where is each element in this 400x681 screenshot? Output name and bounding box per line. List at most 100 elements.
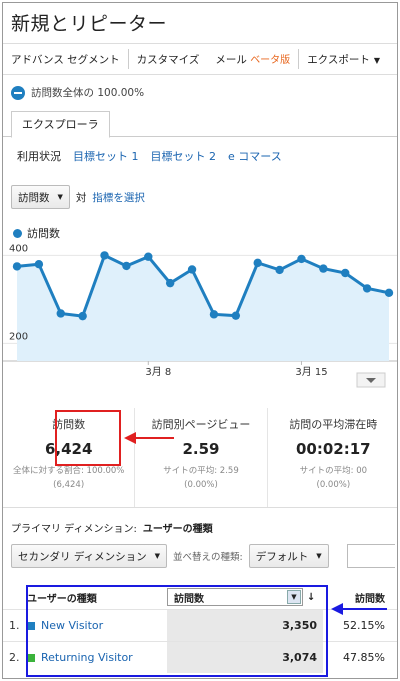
metric-column-select-value: 訪問数 xyxy=(174,593,204,605)
scorecard-value: 00:02:17 xyxy=(296,440,371,458)
scorecard-sub: サイトの平均: 2.59 xyxy=(163,466,239,476)
y-tick-label: 400 xyxy=(9,243,28,254)
series-color-icon xyxy=(27,621,35,630)
scorecard-visits[interactable]: 訪問数 6,424 全体に対する割合: 100.00% (6,424) xyxy=(3,408,136,507)
scorecard-label: 訪問別ページビュー xyxy=(151,418,251,431)
row-name-link[interactable]: New Visitor xyxy=(41,619,104,632)
tab-bar: エクスプローラ xyxy=(3,111,397,138)
blue-arrow-icon xyxy=(331,603,387,615)
chevron-down-icon: ▼ xyxy=(154,552,160,560)
data-point[interactable] xyxy=(253,258,262,268)
data-point[interactable] xyxy=(384,288,394,297)
email-label: メール xyxy=(215,54,247,66)
row-value: 3,350 xyxy=(167,610,323,641)
table-row: 2. Returning Visitor 3,074 47.85% xyxy=(3,641,397,673)
data-table: ユーザーの種類 訪問数 ▼ ↓ 訪問数 1. New Visitor 3,350… xyxy=(3,585,397,673)
beta-badge: ベータ版 xyxy=(250,55,291,66)
segment-label: 訪問数全体の 100.00% xyxy=(31,87,145,99)
data-point[interactable] xyxy=(144,252,153,261)
data-point[interactable] xyxy=(56,309,65,318)
row-name-cell: New Visitor xyxy=(27,619,167,632)
export-button[interactable]: エクスポート ▼ xyxy=(299,52,388,67)
row-name-cell: Returning Visitor xyxy=(27,651,167,664)
secondary-dimension-label: セカンダリ ディメンション xyxy=(18,550,147,563)
data-point[interactable] xyxy=(12,262,22,271)
metric-column-select[interactable]: 訪問数 ▼ xyxy=(167,588,303,606)
visits-chart[interactable]: 400 200 3月 8 3月 15 xyxy=(3,243,398,393)
scorecard-row: 訪問数 6,424 全体に対する割合: 100.00% (6,424) 訪問別ペ… xyxy=(3,408,397,508)
data-point[interactable] xyxy=(187,265,197,274)
series-color-icon xyxy=(27,653,35,662)
secondary-dimension-dropdown[interactable]: セカンダリ ディメンション ▼ xyxy=(11,544,167,568)
sort-type-dropdown[interactable]: デフォルト ▼ xyxy=(248,544,329,568)
primary-dimension-label: プライマリ ディメンション: xyxy=(11,524,137,535)
series-area xyxy=(17,255,389,361)
data-point[interactable] xyxy=(78,311,87,321)
data-point[interactable] xyxy=(100,251,109,260)
y-tick-label: 200 xyxy=(9,331,28,342)
table-header: ユーザーの種類 訪問数 ▼ ↓ 訪問数 xyxy=(3,585,397,609)
sort-type-label: 並べ替えの種類: xyxy=(173,552,243,563)
scorecard-pageviews-per-visit[interactable]: 訪問別ページビュー 2.59 サイトの平均: 2.59 (0.00%) xyxy=(135,408,268,507)
scorecard-sub2: (0.00%) xyxy=(316,480,351,490)
chevron-down-icon xyxy=(366,378,376,383)
customize-button[interactable]: カスタマイズ xyxy=(136,53,200,66)
page-title: 新規とリピーター xyxy=(11,13,168,35)
data-point[interactable] xyxy=(122,261,131,271)
data-point[interactable] xyxy=(362,284,372,293)
red-callout-box xyxy=(55,410,121,466)
select-metric-link[interactable]: 指標を選択 xyxy=(92,191,145,204)
row-percent: 52.15% xyxy=(343,619,385,632)
subtab-row: 利用状況 目標セット 1 目標セット 2 e コマース xyxy=(17,148,282,164)
advanced-segment-button[interactable]: アドバンス セグメント xyxy=(11,53,120,66)
table-search-input[interactable] xyxy=(347,544,395,568)
legend-label: 訪問数 xyxy=(27,227,60,240)
x-tick-label: 3月 8 xyxy=(145,366,171,378)
metric-selector-row: 訪問数 ▼ 対 指標を選択 xyxy=(11,185,145,209)
scorecard-sub: 全体に対する割合: 100.00% xyxy=(12,466,125,476)
data-point[interactable] xyxy=(231,311,241,320)
chevron-down-icon: ▼ xyxy=(316,552,322,560)
blue-callout-box xyxy=(26,585,328,677)
scorecard-label: 訪問の平均滞在時 xyxy=(289,418,378,431)
scorecard-value: 2.59 xyxy=(182,440,220,458)
report-toolbar: アドバンス セグメント カスタマイズ メール ベータ版 エクスポート ▼ xyxy=(3,43,397,75)
data-point[interactable] xyxy=(319,264,328,273)
metric-dropdown-value: 訪問数 xyxy=(18,191,50,204)
chart-legend: 訪問数 xyxy=(13,225,60,241)
tab-explorer[interactable]: エクスプローラ xyxy=(11,111,110,138)
row-name-link[interactable]: Returning Visitor xyxy=(41,651,133,664)
subtab-usage[interactable]: 利用状況 xyxy=(17,150,61,163)
subtab-ecommerce[interactable]: e コマース xyxy=(228,150,282,163)
scorecard-sub2: (6,424) xyxy=(53,480,85,490)
segment-pie-icon xyxy=(11,85,25,100)
segment-indicator: 訪問数全体の 100.00% xyxy=(11,85,144,100)
sort-down-arrow-icon[interactable]: ↓ xyxy=(307,591,316,603)
secondary-dimension-row: セカンダリ ディメンション ▼ 並べ替えの種類: デフォルト ▼ xyxy=(11,544,397,568)
metric-dropdown[interactable]: 訪問数 ▼ xyxy=(11,185,70,209)
data-point[interactable] xyxy=(209,310,219,319)
data-point[interactable] xyxy=(165,278,175,288)
sort-type-value: デフォルト xyxy=(255,550,309,563)
data-point[interactable] xyxy=(34,260,44,269)
row-number: 2. xyxy=(9,651,20,664)
chevron-down-icon: ▼ xyxy=(373,55,381,65)
data-point[interactable] xyxy=(275,265,284,275)
data-point[interactable] xyxy=(297,254,306,264)
export-label: エクスポート xyxy=(307,53,370,66)
data-point[interactable] xyxy=(341,268,350,278)
toolbar-divider xyxy=(127,49,129,69)
email-button[interactable]: メール ベータ版 xyxy=(207,51,298,67)
subtab-goal-set-1[interactable]: 目標セット 1 xyxy=(73,150,139,163)
legend-dot-icon xyxy=(13,228,22,238)
row-percent: 47.85% xyxy=(343,651,385,664)
table-row: 1. New Visitor 3,350 52.15% xyxy=(3,609,397,641)
red-arrow-icon xyxy=(124,432,174,444)
header-user-type[interactable]: ユーザーの種類 xyxy=(27,593,97,605)
subtab-goal-set-2[interactable]: 目標セット 2 xyxy=(150,150,217,163)
x-tick-label: 3月 15 xyxy=(295,366,327,378)
scorecard-avg-duration[interactable]: 訪問の平均滞在時 00:02:17 サイトの平均: 00 (0.00%) xyxy=(268,408,397,507)
row-number: 1. xyxy=(9,619,20,632)
header-visits[interactable]: 訪問数 xyxy=(355,593,385,605)
